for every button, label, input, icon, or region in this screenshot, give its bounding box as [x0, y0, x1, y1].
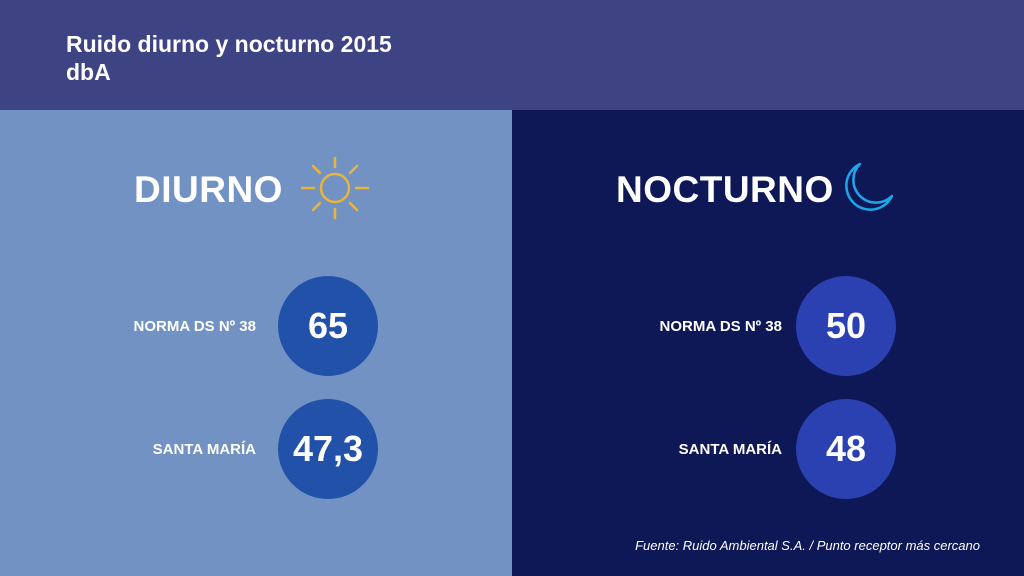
header-bar: Ruido diurno y nocturno 2015 dbA	[0, 0, 1024, 110]
night-heading: NOCTURNO	[616, 169, 834, 210]
source-note: Fuente: Ruido Ambiental S.A. / Punto rec…	[635, 538, 980, 553]
day-norma-label: NORMA DS Nº 38	[133, 318, 256, 335]
title-line-1: Ruido diurno y nocturno 2015	[66, 31, 392, 57]
day-panel: DIURNO NORMA DS Nº 38 65 SANTA MARÍA 47,…	[0, 110, 512, 576]
night-panel: NOCTURNO NORMA DS Nº 38 50 SANTA MARÍA 4…	[512, 110, 1024, 576]
sound-wave-icon	[866, 14, 956, 100]
moon-icon	[840, 160, 896, 216]
night-norma-label: NORMA DS Nº 38	[659, 318, 782, 335]
night-santa-maria-label: SANTA MARÍA	[678, 441, 782, 458]
night-norma-value: 50	[796, 276, 896, 376]
day-santa-maria-label: SANTA MARÍA	[152, 441, 256, 458]
page-title: Ruido diurno y nocturno 2015 dbA	[66, 30, 392, 86]
sun-icon	[300, 155, 370, 221]
day-santa-maria-value: 47,3	[278, 399, 378, 499]
title-line-2: dbA	[66, 59, 111, 85]
day-heading: DIURNO	[134, 169, 283, 210]
day-norma-value: 65	[278, 276, 378, 376]
night-santa-maria-value: 48	[796, 399, 896, 499]
